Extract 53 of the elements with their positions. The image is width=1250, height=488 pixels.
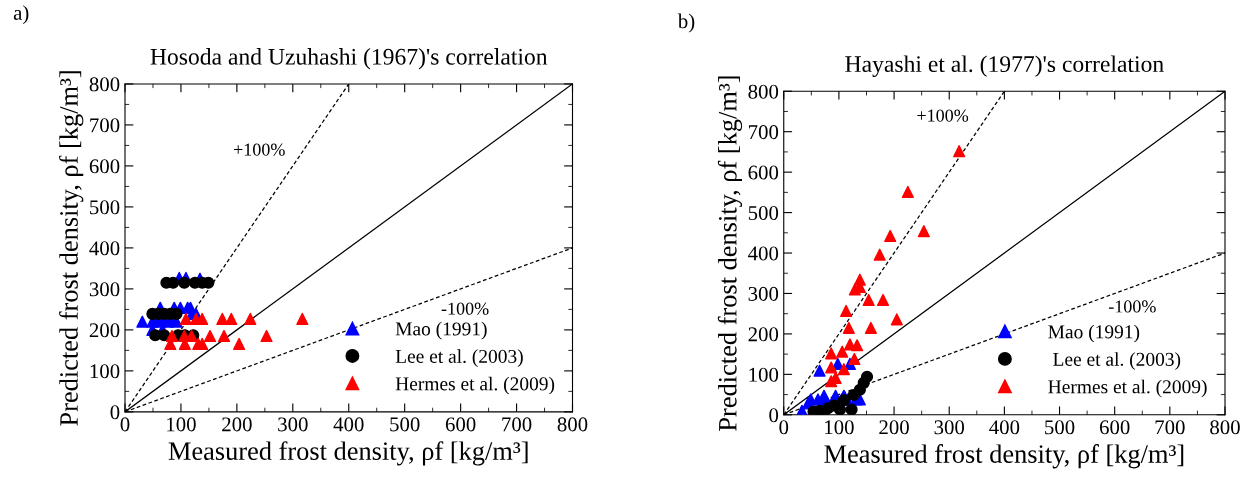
legend-label: Lee et al. (2003) <box>1053 352 1181 370</box>
legend-label: Lee et al. (2003) <box>395 349 523 367</box>
annotation: -100% <box>1108 300 1156 313</box>
x-tick-label: 700 <box>1155 420 1185 435</box>
x-axis-title: Measured frost density, ρf [kg/m³] <box>168 441 528 466</box>
y-tick-label: 200 <box>748 327 779 342</box>
text: a) <box>13 5 29 25</box>
x-tick-label: 100 <box>167 417 196 432</box>
x-tick-label: 400 <box>989 420 1020 435</box>
y-tick-label: 600 <box>748 165 779 180</box>
y-tick-label: 600 <box>89 159 120 174</box>
legend-label: Mao (1991) <box>395 321 487 340</box>
y-tick-label: 400 <box>748 246 779 261</box>
y-tick-label: 300 <box>748 286 779 301</box>
annotation: +100% <box>917 109 969 122</box>
x-tick-label: 300 <box>934 420 965 435</box>
x-tick-label: 100 <box>825 420 854 435</box>
x-tick-label: 600 <box>445 417 476 432</box>
x-tick-label: 500 <box>1045 420 1075 435</box>
chart-title: Hosoda and Uzuhashi (1967)'s correlation <box>150 48 548 70</box>
x-tick-label: 800 <box>557 417 588 432</box>
chart-title: Hayashi et al. (1977)'s correlation <box>845 55 1164 77</box>
y-tick-label: 100 <box>90 364 120 379</box>
annotation: +100% <box>234 143 285 156</box>
x-axis-title: Measured frost density, ρf [kg/m³] <box>824 444 1184 469</box>
x-tick-label: 600 <box>1099 420 1130 435</box>
x-tick-label: 400 <box>333 417 364 432</box>
y-tick-label: 500 <box>90 200 120 215</box>
x-tick-label: 0 <box>779 420 789 435</box>
x-tick-label: 800 <box>1210 420 1240 435</box>
y-tick-label: 800 <box>89 77 120 92</box>
annotation: -100% <box>441 302 489 315</box>
y-tick-label: 200 <box>89 323 120 338</box>
y-tick-label: 400 <box>89 241 120 256</box>
x-tick-label: 300 <box>278 417 308 432</box>
y-tick-label: 0 <box>110 405 120 420</box>
y-tick-label: 500 <box>748 205 779 221</box>
y-axis-title: Predicted frost density, ρf [kg/m³] <box>717 76 743 431</box>
legend-label: Hermes et al. (2009) <box>395 376 555 395</box>
y-axis-title: Predicted frost density, ρf [kg/m³] <box>59 71 84 426</box>
x-tick-label: 0 <box>120 417 130 432</box>
y-tick-label: 100 <box>749 367 779 382</box>
x-tick-label: 200 <box>222 417 252 432</box>
legend-label: Hermes et al. (2009) <box>1048 379 1207 398</box>
legend-label: Mao (1991) <box>1048 324 1140 343</box>
text: b) <box>677 13 695 33</box>
y-tick-label: 800 <box>748 84 779 99</box>
y-tick-label: 700 <box>749 125 779 140</box>
y-tick-label: 300 <box>89 282 120 297</box>
x-tick-label: 200 <box>879 420 909 435</box>
x-tick-label: 500 <box>390 417 420 432</box>
y-tick-label: 700 <box>90 118 120 133</box>
x-tick-label: 700 <box>502 417 532 432</box>
